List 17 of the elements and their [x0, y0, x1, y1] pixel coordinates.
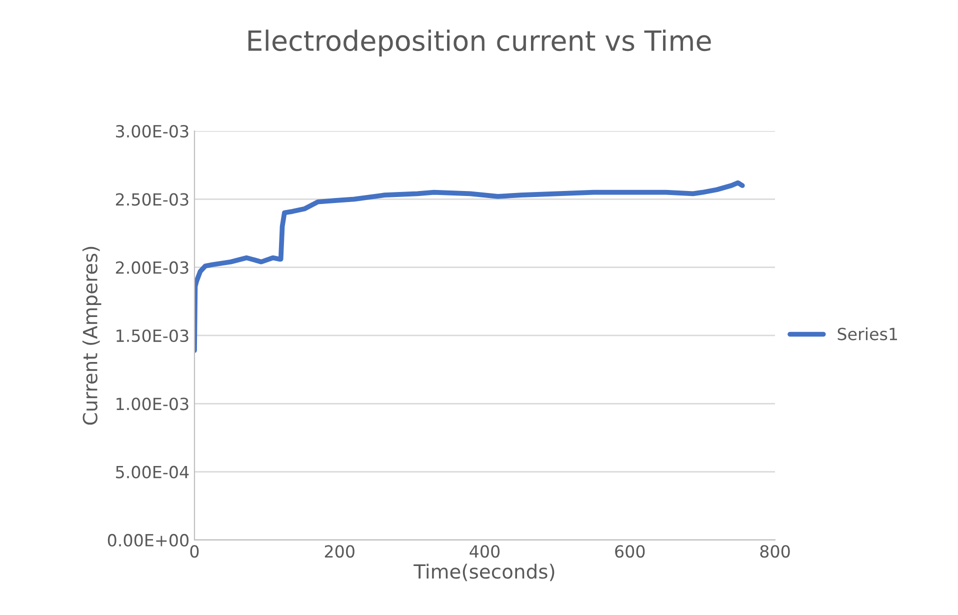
chart-title: Electrodeposition current vs Time — [248, 30, 711, 56]
y-tick-label: 5.00E-04 — [116, 466, 189, 478]
x-tick-label: 400 — [470, 545, 500, 558]
x-tick-label: 800 — [760, 545, 790, 558]
legend-label: Series1 — [838, 327, 898, 340]
y-tick-label: 2.50E-03 — [116, 193, 188, 206]
x-axis-title: Time(seconds) — [414, 564, 554, 582]
y-tick-label: 1.50E-03 — [116, 329, 188, 342]
y-tick-label: 3.00E-03 — [116, 124, 188, 138]
y-axis-title: Current (Amperes) — [82, 246, 102, 425]
y-tick-label: 0.00E+00 — [108, 534, 189, 547]
x-tick-label: 200 — [324, 545, 354, 558]
x-tick-label: 0 — [190, 545, 199, 558]
x-tick-label: 600 — [615, 545, 645, 558]
y-tick-label: 2.00E-03 — [116, 261, 188, 274]
y-tick-label: 1.00E-03 — [116, 398, 188, 410]
line-series — [194, 180, 745, 353]
